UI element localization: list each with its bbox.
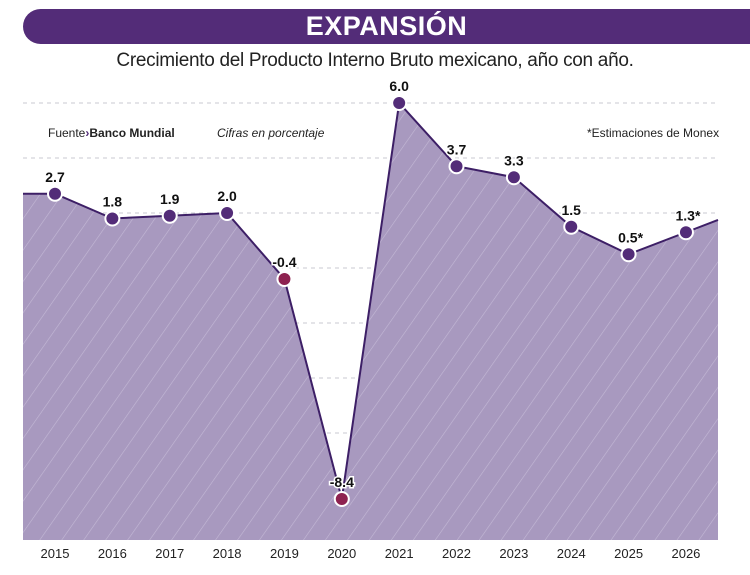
x-tick-label: 2022 bbox=[442, 546, 471, 561]
source-name: Banco Mundial bbox=[89, 126, 175, 140]
data-point bbox=[219, 205, 236, 221]
data-label: 1.8 bbox=[103, 194, 123, 210]
series-line bbox=[23, 100, 719, 500]
source-note: Fuente›Banco Mundial bbox=[48, 126, 175, 140]
data-label: 1.5 bbox=[562, 202, 582, 218]
data-label: 3.3 bbox=[504, 152, 524, 168]
data-point bbox=[161, 207, 178, 224]
data-label: -0.4 bbox=[272, 254, 296, 270]
x-tick-label: 2023 bbox=[499, 546, 528, 561]
area-fill bbox=[23, 103, 718, 540]
data-point bbox=[333, 491, 350, 507]
x-tick-label: 2018 bbox=[213, 546, 242, 561]
x-tick-label: 2017 bbox=[155, 546, 184, 561]
data-label: 2.0 bbox=[217, 188, 237, 204]
data-point bbox=[563, 218, 580, 235]
data-point bbox=[391, 95, 408, 111]
source-label: Fuente bbox=[48, 126, 86, 140]
x-tick-label: 2020 bbox=[327, 546, 356, 561]
data-point bbox=[276, 271, 293, 287]
data-point bbox=[677, 224, 694, 241]
data-label: 1.3* bbox=[675, 207, 700, 223]
x-tick-label: 2024 bbox=[557, 546, 586, 561]
data-label: 6.0 bbox=[389, 78, 409, 94]
x-tick-label: 2015 bbox=[41, 546, 70, 561]
estimates-note: *Estimaciones de Monex bbox=[587, 126, 720, 140]
data-point bbox=[620, 246, 637, 263]
chart-subtitle: Crecimiento del Producto Interno Bruto m… bbox=[116, 50, 634, 71]
x-tick-label: 2021 bbox=[385, 546, 414, 561]
x-tick-label: 2025 bbox=[614, 546, 643, 561]
source-arrow-icon: › bbox=[85, 126, 90, 140]
x-tick-label: 2026 bbox=[671, 546, 700, 561]
units-note: Cifras en porcentaje bbox=[217, 126, 325, 140]
data-label: -8.4 bbox=[330, 474, 354, 490]
data-point bbox=[104, 210, 121, 227]
title-banner: EXPANSIÓN bbox=[23, 9, 750, 44]
data-point bbox=[448, 158, 465, 175]
data-point bbox=[505, 169, 522, 186]
data-label: 0.5* bbox=[618, 229, 643, 245]
data-label: 2.7 bbox=[45, 169, 65, 185]
x-tick-label: 2019 bbox=[270, 546, 299, 561]
data-point bbox=[47, 185, 63, 202]
data-label: 3.7 bbox=[447, 141, 467, 157]
x-tick-label: 2016 bbox=[98, 546, 127, 561]
data-label: 1.9 bbox=[160, 191, 180, 207]
